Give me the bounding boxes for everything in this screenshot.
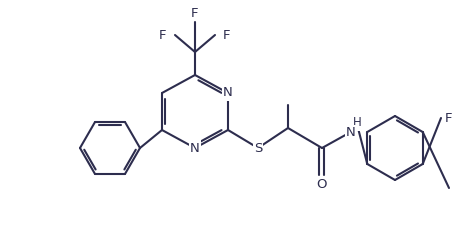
Text: F: F (223, 28, 230, 41)
Text: F: F (444, 112, 452, 124)
Text: N: N (223, 86, 232, 99)
Text: F: F (159, 28, 166, 41)
Text: F: F (191, 7, 198, 20)
Text: S: S (253, 141, 262, 154)
Text: O: O (316, 178, 326, 191)
Text: N: N (190, 141, 200, 154)
Text: H: H (352, 116, 361, 130)
Text: N: N (345, 127, 355, 140)
